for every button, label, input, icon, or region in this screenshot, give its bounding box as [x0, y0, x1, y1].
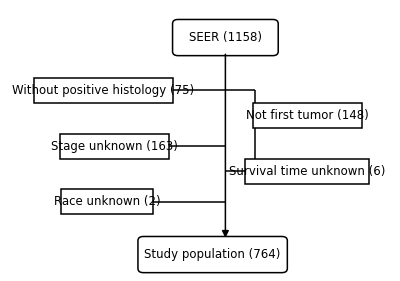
Text: Study population (764): Study population (764) [144, 248, 281, 261]
FancyBboxPatch shape [34, 78, 172, 103]
FancyBboxPatch shape [253, 103, 362, 128]
FancyBboxPatch shape [60, 133, 169, 158]
FancyBboxPatch shape [246, 158, 369, 183]
FancyBboxPatch shape [172, 19, 278, 56]
FancyBboxPatch shape [138, 237, 287, 273]
FancyBboxPatch shape [62, 189, 152, 214]
Text: Stage unknown (163): Stage unknown (163) [51, 140, 178, 153]
Text: Without positive histology (75): Without positive histology (75) [12, 84, 194, 97]
Text: Race unknown (2): Race unknown (2) [54, 195, 160, 208]
Text: SEER (1158): SEER (1158) [189, 31, 262, 44]
Text: Survival time unknown (6): Survival time unknown (6) [229, 165, 386, 178]
Text: Not first tumor (148): Not first tumor (148) [246, 109, 369, 122]
